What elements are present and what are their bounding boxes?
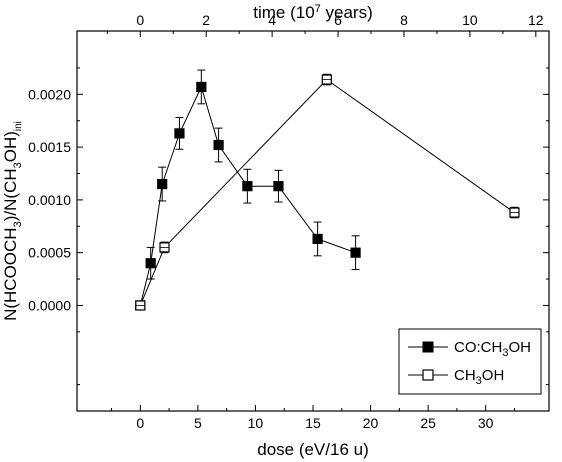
legend-box (398, 328, 542, 395)
x-tick-label: 20 (363, 415, 379, 431)
x-tick-label: 0 (136, 415, 144, 431)
legend-label-ch3oh: CH3OH (454, 367, 504, 387)
x-tick-label: 25 (420, 415, 436, 431)
y-tick-label: 0.0015 (28, 139, 71, 155)
data-point-co-ch3oh (213, 139, 224, 151)
x-tick-label: 30 (478, 415, 494, 431)
x2-tick-label: 4 (268, 12, 276, 28)
x2-tick-label: 12 (528, 12, 544, 28)
data-point-co-ch3oh (196, 81, 207, 93)
series-line-co-ch3oh (139, 85, 356, 306)
x2-tick-label: 8 (400, 12, 408, 28)
x2-tick-label: 10 (462, 12, 478, 28)
x-axis-title: dose (eV/16 u) (257, 440, 369, 459)
data-point-co-ch3oh (174, 128, 185, 139)
ticks: 0 5 10 15 20 25 30 0 2 4 6 8 10 12 0.0000 0.0005 0.0010 0… (28, 12, 549, 431)
data-point-co-ch3oh (312, 233, 323, 245)
x2-tick-label: 2 (202, 12, 210, 28)
series-layer (135, 69, 520, 311)
legend-label-co-ch3oh: CO:CH3OH (454, 339, 531, 359)
y-tick-label: 0.0020 (28, 86, 71, 102)
y-tick-label: 0.0000 (28, 297, 71, 313)
y-tick-label: 0.0010 (28, 192, 71, 208)
data-point-co-ch3oh (145, 258, 156, 269)
data-point-co-ch3oh (273, 181, 284, 192)
x2-tick-label: 0 (136, 12, 144, 28)
data-point-co-ch3oh (242, 181, 253, 192)
x-tick-label: 5 (194, 415, 202, 431)
x-tick-label: 10 (248, 415, 264, 431)
legend: CO:CH3OH CH3OH (398, 328, 542, 395)
top-axis-title: time (107 years) (253, 3, 373, 22)
legend-marker-co-ch3oh (422, 341, 434, 353)
legend-marker-ch3oh (422, 369, 434, 381)
x-tick-label: 15 (305, 415, 321, 431)
data-point-co-ch3oh (350, 247, 361, 258)
x2-tick-label: 6 (334, 12, 342, 28)
y-axis-title: N(HCOOCH3)/N(CH3OH)ini (1, 121, 24, 321)
data-point-co-ch3oh (157, 178, 168, 190)
series-line-ch3oh (139, 78, 515, 306)
y-tick-label: 0.0005 (28, 245, 71, 261)
